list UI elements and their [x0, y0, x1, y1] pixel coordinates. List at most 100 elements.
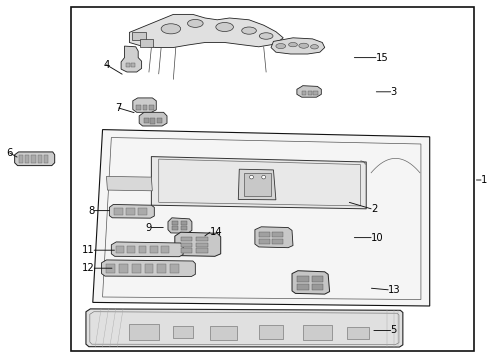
Polygon shape [106, 176, 152, 191]
Bar [38, 155, 42, 163]
Bar [170, 264, 178, 273]
Bar [25, 155, 29, 163]
Ellipse shape [298, 43, 308, 48]
Polygon shape [111, 242, 183, 257]
Bar [296, 276, 308, 282]
Ellipse shape [249, 175, 253, 179]
Bar [106, 264, 115, 273]
Polygon shape [168, 218, 191, 233]
Bar [19, 155, 23, 163]
Bar [311, 284, 323, 290]
Bar [144, 118, 149, 123]
Bar [180, 221, 186, 225]
Text: 13: 13 [387, 285, 400, 295]
Bar [196, 237, 207, 241]
Bar [138, 208, 147, 215]
Text: 4: 4 [103, 60, 109, 70]
Bar [180, 237, 192, 241]
Bar [196, 243, 207, 247]
Ellipse shape [259, 33, 272, 39]
Bar [139, 246, 146, 253]
Bar [180, 243, 192, 247]
Bar [302, 325, 331, 340]
Bar [150, 118, 155, 124]
Bar [149, 105, 154, 110]
Bar [209, 326, 236, 340]
Polygon shape [15, 152, 55, 166]
Ellipse shape [310, 45, 318, 49]
Ellipse shape [187, 19, 203, 27]
Polygon shape [151, 157, 366, 209]
Bar [126, 208, 135, 215]
Bar [244, 173, 270, 196]
Bar [150, 246, 158, 253]
Text: 2: 2 [370, 204, 377, 214]
Bar [296, 284, 308, 290]
Text: 12: 12 [81, 263, 94, 273]
Polygon shape [254, 227, 292, 248]
Bar [311, 276, 323, 282]
Bar [136, 105, 141, 110]
Bar [301, 91, 305, 95]
Bar [131, 63, 135, 67]
Bar [116, 246, 124, 253]
Text: 5: 5 [390, 325, 396, 336]
Bar [157, 264, 166, 273]
Bar [71, 7, 473, 351]
Bar [132, 32, 146, 40]
Ellipse shape [161, 24, 180, 34]
Polygon shape [133, 98, 156, 112]
Bar [157, 118, 162, 123]
Bar [346, 327, 368, 339]
Bar [258, 232, 269, 237]
Polygon shape [102, 260, 195, 276]
Text: 3: 3 [390, 87, 396, 97]
Text: 14: 14 [209, 227, 222, 237]
Bar [272, 239, 283, 244]
Text: 11: 11 [81, 245, 94, 255]
Polygon shape [291, 271, 329, 294]
Bar [196, 248, 207, 253]
Polygon shape [129, 14, 283, 48]
Ellipse shape [288, 42, 297, 47]
Bar [119, 264, 128, 273]
Text: 6: 6 [6, 148, 13, 158]
Text: 7: 7 [115, 103, 122, 113]
Bar [126, 63, 130, 67]
Ellipse shape [241, 27, 256, 34]
Text: 8: 8 [88, 206, 94, 216]
Bar [127, 246, 135, 253]
Bar [307, 91, 311, 95]
Bar [142, 105, 147, 110]
Bar [258, 325, 283, 339]
Bar [180, 248, 192, 253]
Bar [132, 264, 141, 273]
Bar [172, 226, 178, 230]
Ellipse shape [275, 44, 285, 49]
Text: 1: 1 [480, 175, 487, 185]
Text: 9: 9 [145, 222, 151, 233]
Bar [129, 324, 159, 340]
Polygon shape [139, 112, 167, 126]
Polygon shape [93, 130, 429, 306]
Bar [313, 91, 317, 95]
Polygon shape [174, 232, 220, 256]
Bar [140, 39, 153, 47]
Ellipse shape [215, 23, 233, 32]
Text: 15: 15 [375, 53, 388, 63]
Bar [272, 232, 283, 237]
Polygon shape [121, 46, 142, 72]
Polygon shape [296, 86, 321, 97]
Bar [31, 155, 36, 163]
Polygon shape [238, 169, 275, 200]
Polygon shape [109, 204, 154, 218]
Bar [173, 326, 192, 338]
Text: 10: 10 [370, 233, 383, 243]
Bar [161, 246, 169, 253]
Bar [44, 155, 48, 163]
Ellipse shape [261, 175, 265, 179]
Bar [258, 239, 269, 244]
Polygon shape [86, 309, 402, 347]
Bar [114, 208, 122, 215]
Bar [180, 226, 186, 230]
